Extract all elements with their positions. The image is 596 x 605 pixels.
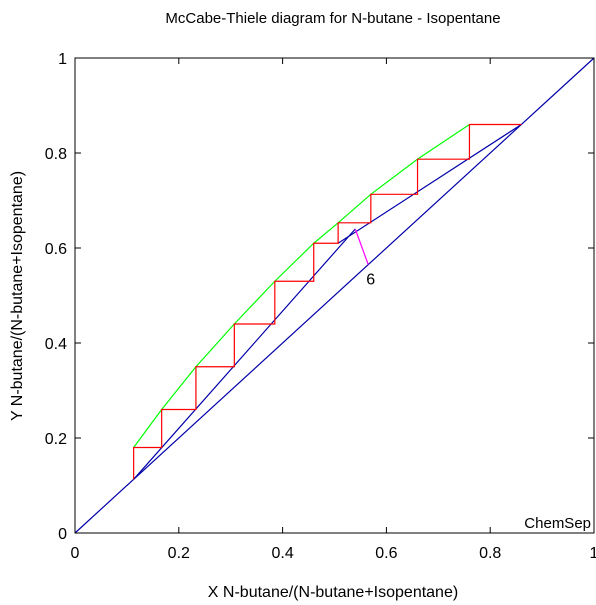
feed-stage-pointer <box>354 228 369 265</box>
x-tick-label: 0.8 <box>479 545 501 562</box>
stage-steps <box>133 123 522 480</box>
y-axis-label: Y N-butane/(N-butane+Isopentane) <box>9 171 26 421</box>
x-tick-label: 1 <box>590 545 596 562</box>
chemsep-watermark: ChemSep <box>524 515 591 532</box>
x-axis-label: X N-butane/(N-butane+Isopentane) <box>208 584 458 601</box>
y-tick-label: 0.4 <box>45 336 67 353</box>
y-tick-label: 0.2 <box>45 431 67 448</box>
equilibrium-curve <box>133 124 470 448</box>
y-axis-ticks: 0 0.2 0.4 0.6 0.8 1 <box>45 51 594 543</box>
x-tick-label: 0.6 <box>375 545 397 562</box>
diagonal-line <box>74 57 595 534</box>
rectifying-operating-line <box>337 123 522 244</box>
feed-stage-label: 6 <box>366 272 375 289</box>
y-tick-label: 0.6 <box>45 241 67 258</box>
plot-frame <box>74 57 595 534</box>
x-axis-ticks: 0 0.2 0.4 0.6 0.8 1 <box>71 58 596 562</box>
y-tick-label: 0 <box>58 526 67 543</box>
series-group <box>74 57 595 534</box>
y-tick-label: 1 <box>58 51 67 68</box>
stripping-operating-line <box>133 228 356 480</box>
chart-title: McCabe-Thiele diagram for N-butane - Iso… <box>165 10 500 27</box>
x-tick-label: 0.2 <box>168 545 190 562</box>
y-tick-label: 0.8 <box>45 146 67 163</box>
x-tick-label: 0 <box>71 545 80 562</box>
x-tick-label: 0.4 <box>271 545 293 562</box>
